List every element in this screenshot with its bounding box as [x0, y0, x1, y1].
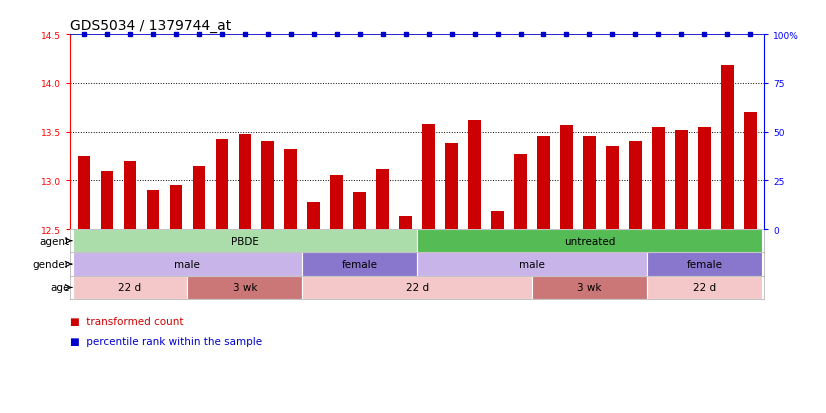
Bar — [330, 176, 343, 230]
Text: female: female — [686, 259, 722, 269]
Text: GDS5034 / 1379744_at: GDS5034 / 1379744_at — [70, 19, 231, 33]
Text: 22 d: 22 d — [693, 283, 716, 293]
Bar — [647, 276, 762, 299]
Bar — [698, 128, 710, 230]
Bar — [468, 121, 481, 230]
Bar — [239, 134, 251, 230]
Bar — [491, 212, 504, 230]
Bar — [744, 113, 757, 230]
Bar — [307, 202, 320, 230]
Bar — [417, 230, 762, 253]
Bar — [652, 128, 665, 230]
Text: age: age — [50, 283, 69, 293]
Bar — [169, 186, 183, 230]
Bar — [422, 124, 435, 230]
Bar — [377, 169, 389, 230]
Text: ■  percentile rank within the sample: ■ percentile rank within the sample — [70, 337, 263, 347]
Bar — [354, 192, 366, 230]
Bar — [302, 253, 417, 276]
Bar — [647, 253, 762, 276]
Text: 22 d: 22 d — [406, 283, 429, 293]
Text: PBDE: PBDE — [231, 236, 259, 246]
Bar — [192, 166, 205, 230]
Text: 3 wk: 3 wk — [233, 283, 257, 293]
Bar — [606, 147, 619, 230]
Text: male: male — [519, 259, 545, 269]
Bar — [417, 253, 647, 276]
Bar — [78, 157, 90, 230]
Bar — [629, 142, 642, 230]
Bar — [262, 142, 274, 230]
Bar — [284, 150, 297, 230]
Bar — [146, 190, 159, 230]
Bar — [73, 253, 302, 276]
Text: female: female — [342, 259, 377, 269]
Text: untreated: untreated — [564, 236, 615, 246]
Text: 3 wk: 3 wk — [577, 283, 601, 293]
Bar — [445, 144, 458, 230]
Bar — [537, 137, 550, 230]
Bar — [188, 276, 302, 299]
Bar — [675, 131, 688, 230]
Bar — [532, 276, 647, 299]
Text: gender: gender — [33, 259, 69, 269]
Text: male: male — [174, 259, 201, 269]
Bar — [583, 137, 596, 230]
Text: agent: agent — [40, 236, 69, 246]
Text: 22 d: 22 d — [118, 283, 141, 293]
Bar — [73, 276, 188, 299]
Bar — [721, 66, 733, 230]
Bar — [560, 126, 572, 230]
Bar — [399, 217, 412, 230]
Bar — [515, 154, 527, 230]
Bar — [216, 140, 228, 230]
Bar — [302, 276, 532, 299]
Bar — [101, 171, 113, 230]
Text: ■  transformed count: ■ transformed count — [70, 316, 183, 326]
Bar — [124, 161, 136, 230]
Bar — [73, 230, 417, 253]
